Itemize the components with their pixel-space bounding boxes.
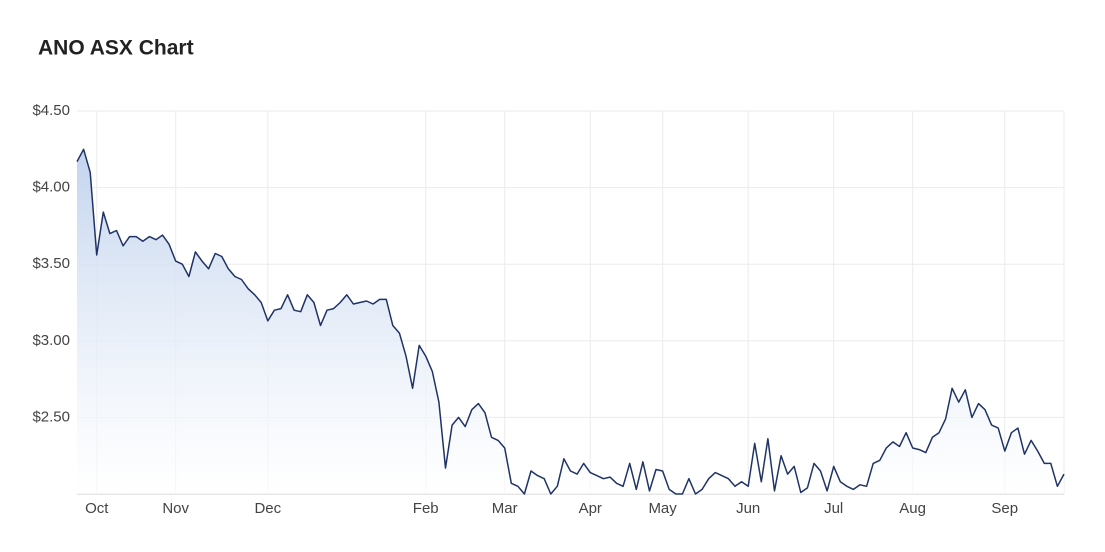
- x-tick-label: Jun: [736, 500, 760, 517]
- x-tick-label: Jul: [824, 500, 843, 517]
- x-tick-label: Sep: [991, 500, 1018, 517]
- x-tick-label: Mar: [492, 500, 518, 517]
- y-tick-label: $4.00: [32, 179, 70, 196]
- x-tick-label: Feb: [413, 500, 439, 517]
- x-tick-label: Dec: [254, 500, 281, 517]
- y-tick-label: $4.50: [32, 102, 70, 119]
- price-line: [76, 148, 1065, 495]
- area-fill: [77, 149, 1064, 495]
- x-tick-label: Apr: [579, 500, 602, 517]
- y-tick-label: $2.50: [32, 408, 70, 425]
- x-tick-label: Nov: [162, 500, 189, 517]
- x-tick-label: May: [648, 500, 677, 517]
- x-tick-label: Aug: [899, 500, 926, 517]
- x-tick-label: Oct: [85, 500, 109, 517]
- chart-title: ANO ASX Chart: [38, 37, 194, 60]
- y-tick-label: $3.00: [32, 332, 70, 349]
- y-tick-label: $3.50: [32, 255, 70, 272]
